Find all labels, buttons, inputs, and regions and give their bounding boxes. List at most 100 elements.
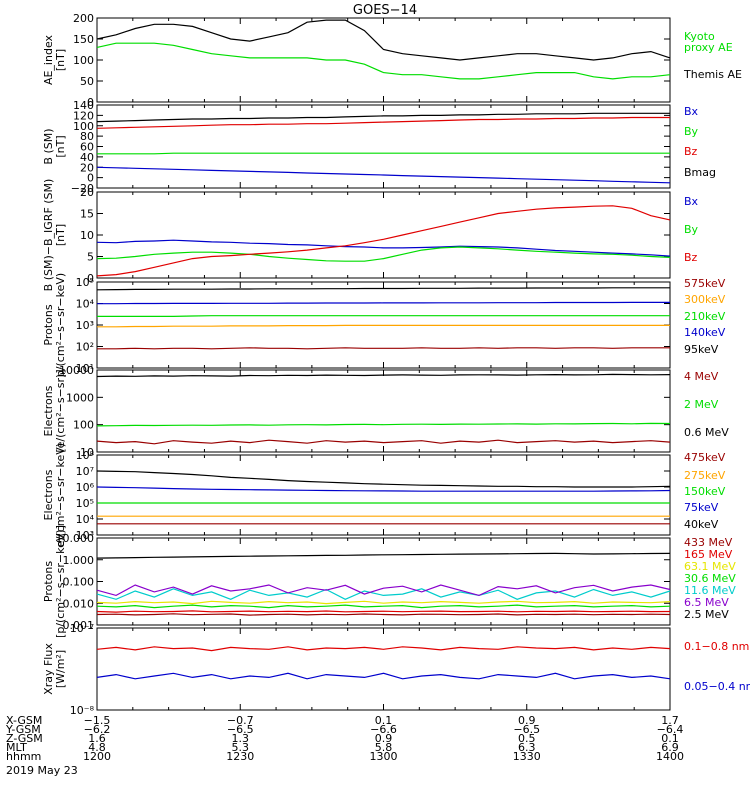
footer-row-label: X-GSM [6, 714, 42, 727]
footer-value: −6.4 [657, 723, 684, 736]
footer-value: 1200 [83, 750, 111, 763]
y-tick-label: 0.010 [63, 597, 95, 610]
series-line-bz [96, 205, 671, 277]
footer-value: −6.5 [227, 723, 254, 736]
footer-row-label: hhmm [6, 750, 41, 763]
series-line-0-1-0-8-nm [96, 646, 671, 652]
y-tick-label: 10⁴ [76, 298, 95, 311]
series-line-bx [96, 239, 671, 257]
y-tick-label: 40 [80, 151, 94, 164]
series-line-40kev [96, 470, 671, 488]
legend-entry: 40keV [684, 518, 719, 531]
legend-entry: 275keV [684, 469, 726, 482]
y-tick-label: −20 [71, 182, 94, 195]
panel-frame-3 [96, 191, 671, 279]
series-line-bx [96, 166, 671, 184]
series-line-bz [96, 116, 670, 129]
footer-date: 2019 May 23 [6, 764, 78, 777]
legend-entry: 0.1−0.8 nm [684, 640, 749, 653]
y-axis-label: e/(cm²−s−sr−keV) [54, 443, 67, 547]
legend-entry: proxy AE [684, 41, 733, 54]
legend-entry: 0.6 MeV [684, 426, 729, 439]
legend-entry: By [684, 125, 699, 138]
series-line-300kev [97, 324, 670, 328]
y-tick-label: 20 [80, 161, 94, 174]
y-tick-label: 10.000 [56, 532, 95, 545]
legend-entry: 2 MeV [684, 398, 719, 411]
y-axis-label: [nT] [54, 224, 67, 246]
footer-value: 1.7 [661, 714, 679, 727]
series-line-433-mev [96, 552, 671, 559]
y-tick-label: 10⁷ [76, 465, 94, 478]
y-tick-label: 100 [73, 120, 94, 133]
legend-entry: 433 MeV [684, 536, 733, 549]
footer-value: −6.2 [84, 723, 111, 736]
series-line-140kev [97, 301, 670, 305]
y-tick-label: 140 [73, 99, 94, 112]
footer-value: 1.3 [232, 732, 250, 745]
footer-value: 0.1 [375, 714, 393, 727]
legend-entry: 6.5 MeV [684, 596, 729, 609]
series-line-0-6-mev [96, 373, 671, 378]
series-line-165-mev [96, 613, 671, 616]
footer-value: 0.1 [661, 732, 679, 745]
y-tick-label: 80 [80, 130, 94, 143]
legend-entry: By [684, 223, 699, 236]
legend-entry: 0.05−0.4 nm [684, 680, 750, 693]
y-tick-label: 50 [80, 75, 94, 88]
legend-entry: Bmag [684, 166, 716, 179]
y-tick-label: 5 [87, 251, 94, 264]
legend-entry: 30.6 MeV [684, 572, 736, 585]
panel-frame-5 [96, 369, 671, 453]
y-tick-label: 15 [80, 208, 94, 221]
series-line-by [97, 152, 670, 155]
y-tick-label: 10² [76, 341, 94, 354]
series-line-75kev [96, 486, 671, 492]
y-axis-label: AE_index [42, 34, 55, 85]
y-axis-label: [nT] [54, 49, 67, 71]
series-line-kyoto-proxy-ae [96, 42, 671, 80]
panel-frame-8 [96, 627, 671, 711]
footer-value: 1400 [656, 750, 684, 763]
legend-entry: 75keV [684, 501, 719, 514]
footer-value: 0.9 [518, 714, 536, 727]
y-tick-label: 1000 [66, 391, 94, 404]
series-line-bmag [96, 112, 670, 123]
legend-entry: Bx [684, 105, 699, 118]
legend-entry: Bz [684, 251, 698, 264]
y-tick-label: 10⁸ [76, 449, 95, 462]
series-line-30-6-mev [96, 604, 671, 609]
y-tick-label: 10⁶ [76, 481, 95, 494]
footer-value: −1.5 [84, 714, 111, 727]
legend-entry: 300keV [684, 293, 726, 306]
y-tick-label: 10⁻⁷ [70, 622, 94, 635]
y-axis-label: B (SM) [42, 128, 55, 164]
footer-value: 6.9 [661, 741, 679, 754]
footer-value: 0.5 [518, 732, 536, 745]
footer-row-label: MLT [6, 741, 27, 754]
y-tick-label: 0.001 [63, 619, 95, 632]
footer-value: 1230 [226, 750, 254, 763]
y-tick-label: 150 [73, 33, 94, 46]
series-line-themis-ae [96, 19, 671, 61]
footer-value: 4.8 [88, 741, 106, 754]
series-line-2-mev [96, 422, 671, 427]
footer-value: 5.3 [232, 741, 250, 754]
series-line-210kev [97, 315, 670, 317]
legend-entry: 475keV [684, 451, 726, 464]
panel-frame-6 [96, 454, 671, 536]
legend-entry: 165 MeV [684, 548, 733, 561]
y-tick-label: 10⁵ [76, 276, 94, 289]
legend-entry: 150keV [684, 485, 726, 498]
legend-entry: Themis AE [683, 68, 742, 81]
legend-entry: Bx [684, 195, 699, 208]
footer-row-label: Y-GSM [5, 723, 41, 736]
footer-value: 6.3 [518, 741, 536, 754]
footer-value: 1300 [370, 750, 398, 763]
footer-value: −0.7 [227, 714, 254, 727]
y-tick-label: 10⁻⁸ [70, 704, 95, 717]
y-tick-label: 10¹ [76, 362, 94, 375]
y-axis-label: [nT] [54, 135, 67, 157]
y-axis-label: B (SM)−B_IGRF (SM) [42, 179, 55, 292]
